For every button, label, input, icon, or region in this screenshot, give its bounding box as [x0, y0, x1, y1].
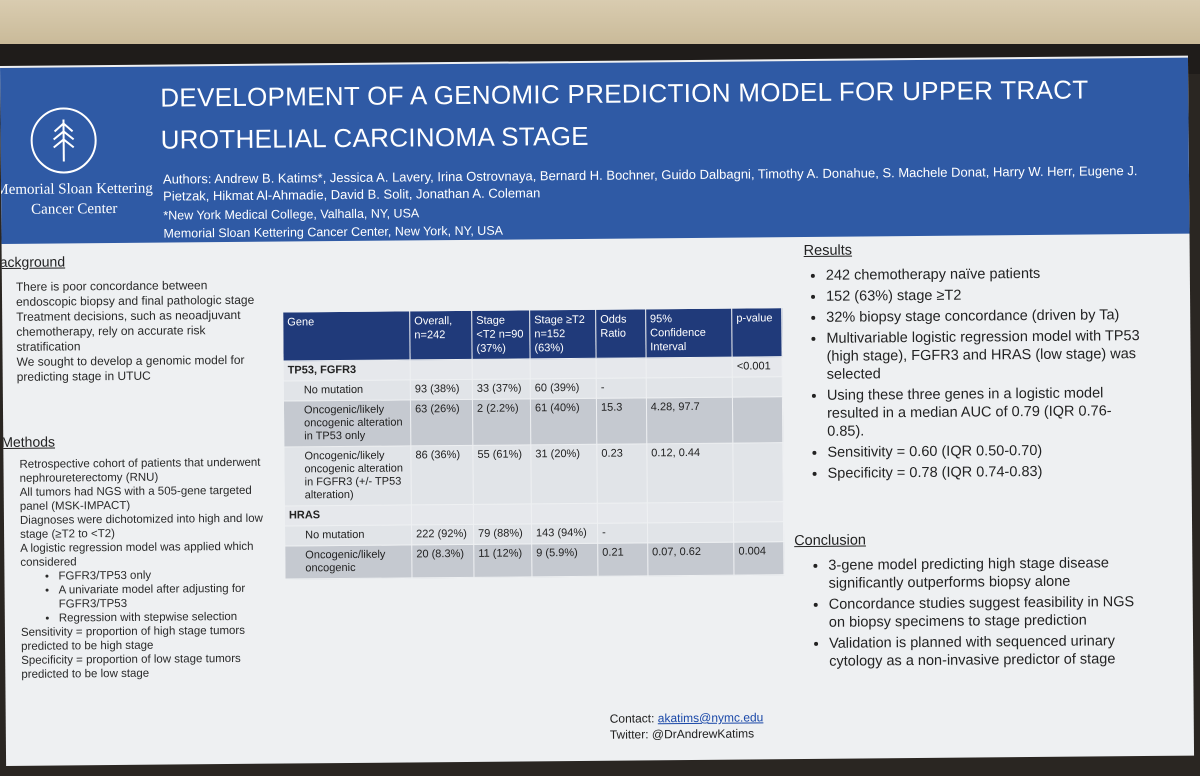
msk-logo-icon	[30, 107, 97, 174]
table-cell: 79 (88%)	[473, 523, 532, 545]
methods-heading: Methods	[1, 433, 56, 451]
table-cell: 0.21	[597, 542, 648, 577]
table-header-cell: Stage ≥T2 n=152 (63%)	[529, 309, 597, 359]
table-cell: 0.23	[596, 443, 648, 504]
table-cell: Oncogenic/likely oncogenic	[284, 544, 413, 580]
table-cell: 55 (61%)	[472, 444, 532, 505]
group-name: HRAS	[284, 504, 412, 527]
table-cell: 86 (36%)	[410, 445, 474, 505]
results-table: Gene Overall, n=242 Stage <T2 n=90 (37%)…	[282, 307, 784, 580]
table-row: Oncogenic/likely oncogenic 20 (8.3%) 11 …	[284, 541, 784, 580]
methods-tail: Sensitivity = proportion of high stage t…	[20, 624, 246, 653]
twitter-label: Twitter:	[609, 727, 649, 742]
conclusion-item: Concordance studies suggest feasibility …	[829, 593, 1150, 632]
table-cell: 4.28, 97.7	[646, 397, 733, 444]
table-header-cell: p-value	[731, 307, 783, 358]
contact-label: Contact:	[609, 711, 655, 726]
group-name: TP53, FGFR3	[283, 359, 411, 382]
org-name: Memorial Sloan Kettering Cancer Center	[0, 180, 153, 218]
table-header-row: Gene Overall, n=242 Stage <T2 n=90 (37%)…	[282, 307, 783, 362]
table-cell: 0.004	[733, 541, 784, 576]
contact-twitter-line: Twitter: @DrAndrewKatims	[610, 725, 764, 742]
table-row: Oncogenic/likely oncogenic alteration in…	[283, 396, 783, 448]
table-cell: 9 (5.9%)	[531, 543, 598, 577]
table-cell: -	[596, 377, 647, 399]
table-cell	[733, 521, 784, 543]
methods-paragraph: Diagnoses were dichotomized into high an…	[19, 512, 263, 541]
results-item: Sensitivity = 0.60 (IQR 0.50-0.70)	[827, 441, 1148, 462]
contact-email-line: Contact: akatims@nymc.edu	[610, 709, 764, 726]
results-item: Multivariable logistic regression model …	[826, 327, 1147, 384]
contact-email-link[interactable]: akatims@nymc.edu	[657, 710, 764, 726]
group-p-value: <0.001	[732, 356, 783, 378]
poster: Memorial Sloan Kettering Cancer Center D…	[0, 55, 1195, 766]
table-cell: Oncogenic/likely oncogenic alteration in…	[283, 399, 411, 448]
table-cell: No mutation	[284, 524, 412, 547]
conclusion-item: 3-gene model predicting high stage disea…	[828, 554, 1149, 593]
table-cell: 15.3	[596, 397, 647, 445]
table-cell	[732, 376, 783, 398]
conclusion-heading: Conclusion	[794, 532, 866, 550]
table-row: Oncogenic/likely oncogenic alteration in…	[283, 442, 784, 507]
table-cell	[732, 396, 783, 444]
contact-block: Contact: akatims@nymc.edu Twitter: @DrAn…	[610, 709, 764, 742]
wall-background	[0, 0, 1200, 52]
background-paragraph: There is poor concordance between endosc…	[15, 278, 255, 309]
background-body: There is poor concordance between endosc…	[16, 278, 272, 385]
methods-paragraph: Retrospective cohort of patients that un…	[19, 456, 261, 485]
table-cell: Oncogenic/likely oncogenic alteration in…	[283, 445, 412, 507]
conclusion-item: Validation is planned with sequenced uri…	[829, 632, 1150, 671]
table-cell: 0.07, 0.62	[647, 542, 735, 576]
table-cell: 60 (39%)	[530, 378, 597, 399]
results-item: Specificity = 0.78 (IQR 0.74-0.83)	[828, 462, 1149, 483]
group-p-value	[733, 501, 784, 523]
table-cell: -	[597, 522, 648, 544]
methods-paragraph: A logistic regression model was applied …	[20, 540, 254, 569]
methods-tail: Specificity = proportion of low stage tu…	[21, 652, 241, 681]
conclusion-list: 3-gene model predicting high stage disea…	[804, 554, 1150, 674]
methods-paragraph: All tumors had NGS with a 505-gene targe…	[19, 484, 252, 513]
table-header-cell: Stage <T2 n=90 (37%)	[471, 309, 531, 360]
table-cell	[647, 522, 734, 543]
methods-body: Retrospective cohort of patients that un…	[19, 456, 276, 682]
table-cell: 93 (38%)	[410, 379, 473, 400]
table-cell: 20 (8.3%)	[411, 544, 474, 578]
poster-title: DEVELOPMENT OF A GENOMIC PREDICTION MODE…	[160, 74, 1089, 155]
results-item: 32% biopsy stage concordance (driven by …	[826, 306, 1147, 327]
table-cell: No mutation	[283, 379, 411, 402]
table-cell: 63 (26%)	[410, 399, 473, 446]
table-header-cell: 95% Confidence Interval	[645, 308, 733, 358]
table-header-cell: Gene	[282, 310, 411, 362]
background-paragraph: Treatment decisions, such as neoadjuvant…	[16, 307, 241, 354]
results-item: 242 chemotherapy naïve patients	[826, 264, 1147, 285]
table-cell: 2 (2.2%)	[472, 398, 531, 446]
table-header-cell: Overall, n=242	[409, 310, 473, 360]
table-cell: 11 (12%)	[473, 543, 532, 578]
table-cell	[646, 377, 733, 398]
table-cell: 222 (92%)	[411, 524, 474, 545]
results-list: 242 chemotherapy naïve patients 152 (63%…	[802, 264, 1149, 486]
authors: Authors: Andrew B. Katims*, Jessica A. L…	[162, 163, 1138, 204]
table-cell: 31 (20%)	[530, 444, 598, 504]
table-header-cell: Odds Ratio	[595, 308, 646, 359]
background-heading: ackground	[0, 253, 66, 271]
table-cell: 143 (94%)	[531, 523, 598, 544]
twitter-handle: @DrAndrewKatims	[651, 726, 755, 742]
results-heading: Results	[803, 242, 853, 259]
table-cell: 33 (37%)	[472, 378, 531, 400]
table-cell: 61 (40%)	[530, 398, 597, 445]
table-cell	[732, 442, 784, 503]
background-paragraph: We sought to develop a genomic model for…	[16, 352, 245, 384]
affiliation-2: Memorial Sloan Kettering Cancer Center, …	[163, 223, 504, 241]
methods-sub-item: A univariate model after adjusting for F…	[59, 582, 276, 612]
results-item: 152 (63%) stage ≥T2	[826, 285, 1147, 306]
table-cell: 0.12, 0.44	[646, 443, 734, 503]
affiliation-1: *New York Medical College, Valhalla, NY,…	[163, 206, 420, 223]
results-item: Using these three genes in a logistic mo…	[827, 384, 1148, 441]
poster-header: Memorial Sloan Kettering Cancer Center D…	[0, 57, 1190, 244]
